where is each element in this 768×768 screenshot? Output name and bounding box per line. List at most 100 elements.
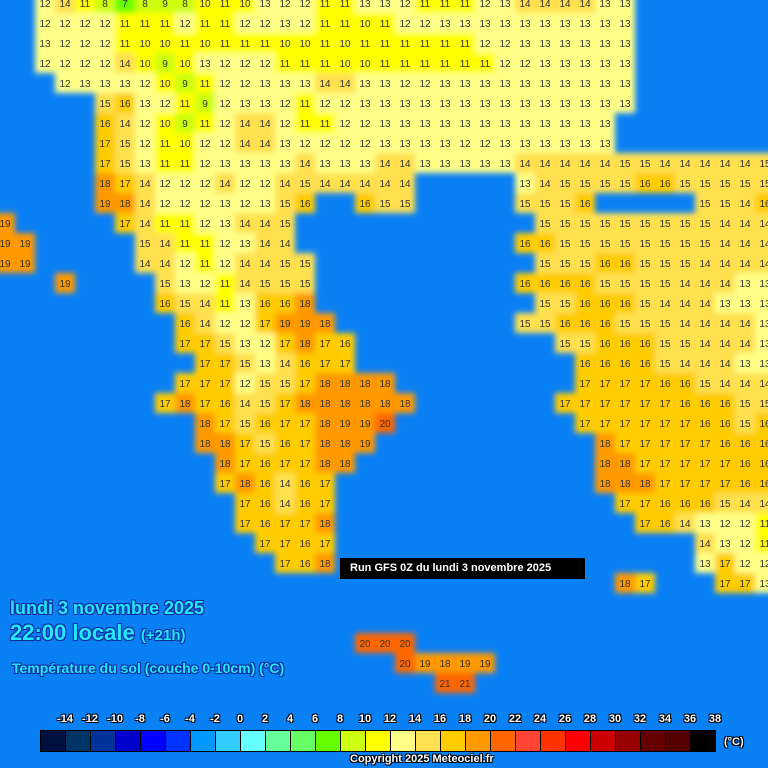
temperature-cell: [395, 653, 415, 673]
temperature-cell: [235, 13, 255, 33]
legend-swatch: [366, 731, 391, 751]
temperature-value: 13: [559, 99, 571, 110]
temperature-cell: [755, 473, 768, 493]
temperature-cell: [575, 0, 595, 13]
temperature-value: 12: [739, 559, 751, 570]
temperature-value: 17: [319, 539, 331, 550]
temperature-cell: [335, 413, 355, 433]
temperature-cell: [95, 173, 115, 193]
temperature-value: 11: [180, 159, 191, 170]
temperature-cell: [135, 0, 155, 13]
temperature-cell: [355, 173, 375, 193]
temperature-cell: [155, 213, 175, 233]
temperature-cell: [235, 453, 255, 473]
temperature-value: 9: [182, 79, 188, 90]
temperature-value: 14: [239, 219, 251, 230]
temperature-cell: [515, 173, 535, 193]
temperature-cell: [355, 73, 375, 93]
legend-swatch: [116, 731, 141, 751]
temperature-value: 13: [599, 59, 611, 70]
temperature-cell: [155, 93, 175, 113]
temperature-value: 17: [639, 439, 651, 450]
temperature-cell: [315, 313, 335, 333]
temperature-value: 19: [299, 319, 311, 330]
temperature-cell: [735, 393, 755, 413]
temperature-value: 17: [659, 419, 671, 430]
temperature-cell: [615, 93, 635, 113]
legend-swatch: [41, 731, 66, 751]
temperature-value: 14: [699, 319, 711, 330]
temperature-value: 17: [739, 579, 751, 590]
temperature-cell: [715, 153, 735, 173]
temperature-cell: [595, 413, 615, 433]
temperature-cell: [115, 13, 135, 33]
temperature-cell: [215, 273, 235, 293]
temperature-cell: [455, 13, 475, 33]
temperature-value: 15: [259, 439, 271, 450]
temperature-cell: [475, 653, 495, 673]
temperature-cell: [255, 313, 275, 333]
temperature-value: 17: [279, 459, 291, 470]
temperature-cell: [295, 133, 315, 153]
temperature-cell: [715, 193, 735, 213]
temperature-cell: [455, 653, 475, 673]
temperature-cell: [535, 33, 555, 53]
temperature-value: 15: [639, 259, 651, 270]
temperature-cell: [615, 473, 635, 493]
legend-swatch: [191, 731, 216, 751]
temperature-value: 13: [759, 279, 768, 290]
temperature-value: 12: [219, 319, 231, 330]
temperature-value: 18: [319, 439, 331, 450]
temperature-value: 18: [319, 459, 331, 470]
temperature-cell: [335, 153, 355, 173]
temperature-cell: [295, 413, 315, 433]
temperature-cell: [175, 333, 195, 353]
temperature-value: 14: [739, 339, 751, 350]
temperature-cell: [735, 313, 755, 333]
legend-tick: 10: [358, 713, 372, 725]
temperature-cell: [715, 493, 735, 513]
temperature-cell: [135, 253, 155, 273]
temperature-cell: [555, 273, 575, 293]
temperature-value: 14: [539, 179, 551, 190]
temperature-value: 13: [319, 159, 331, 170]
temperature-cell: [235, 513, 255, 533]
temperature-value: 13: [79, 79, 91, 90]
temperature-cell: [695, 393, 715, 413]
temperature-cell: [135, 73, 155, 93]
temperature-cell: [275, 73, 295, 93]
temperature-value: 16: [599, 299, 611, 310]
temperature-value: 16: [299, 499, 311, 510]
temperature-cell: [715, 473, 735, 493]
temperature-cell: [95, 13, 115, 33]
temperature-cell: [535, 173, 555, 193]
temperature-cell: [555, 253, 575, 273]
temperature-cell: [435, 153, 455, 173]
temperature-value: 14: [559, 159, 571, 170]
temperature-cell: [235, 273, 255, 293]
temperature-cell: [575, 93, 595, 113]
temperature-cell: [715, 573, 735, 593]
temperature-value: 11: [300, 59, 311, 70]
temperature-value: 16: [659, 379, 671, 390]
temperature-value: 11: [360, 39, 371, 50]
temperature-cell: [555, 93, 575, 113]
temperature-value: 13: [379, 0, 391, 10]
temperature-cell: [395, 193, 415, 213]
temperature-cell: [695, 473, 715, 493]
temperature-value: 12: [99, 59, 111, 70]
temperature-cell: [155, 253, 175, 273]
temperature-value: 14: [279, 239, 291, 250]
temperature-value: 15: [119, 139, 131, 150]
temperature-cell: [315, 33, 335, 53]
temperature-value: 13: [419, 99, 431, 110]
temperature-value: 12: [239, 319, 251, 330]
temperature-cell: [295, 93, 315, 113]
temperature-value: 12: [239, 59, 251, 70]
temperature-cell: [375, 93, 395, 113]
temperature-cell: [695, 173, 715, 193]
temperature-value: 18: [319, 519, 331, 530]
temperature-value: 13: [719, 539, 731, 550]
temperature-value: 16: [339, 339, 351, 350]
temperature-value: 16: [699, 419, 711, 430]
